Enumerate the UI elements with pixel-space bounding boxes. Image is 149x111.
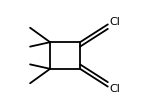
Text: Cl: Cl [109,84,120,94]
Text: Cl: Cl [109,17,120,27]
